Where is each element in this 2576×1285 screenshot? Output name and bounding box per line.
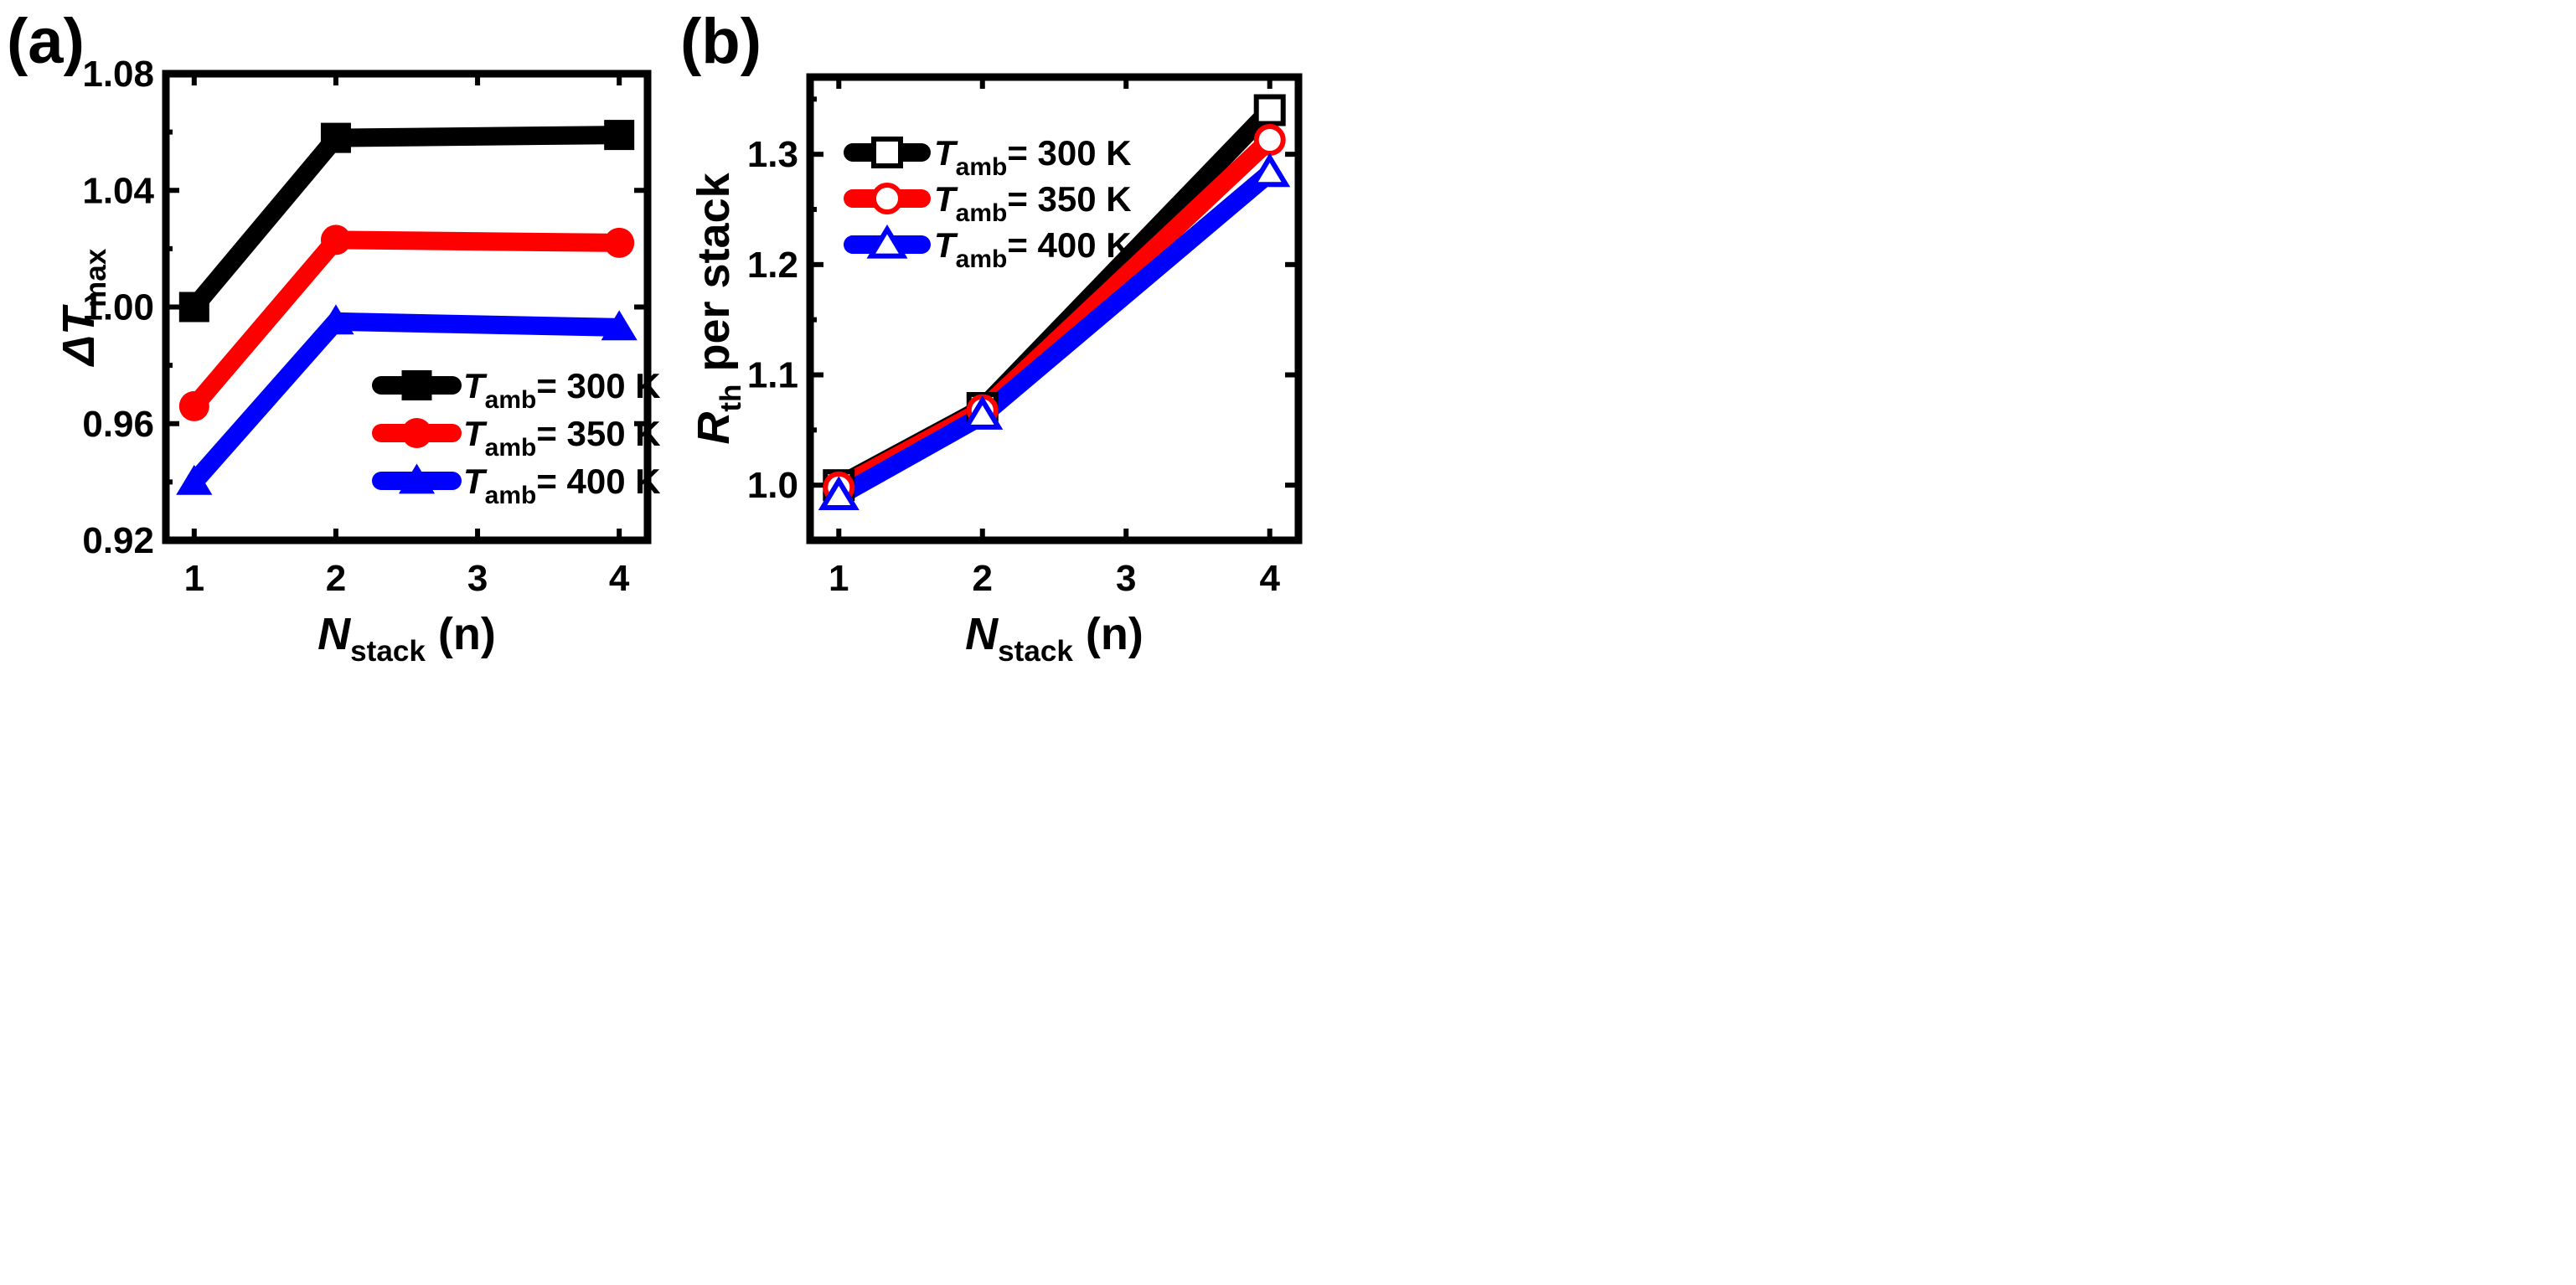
series-line-0: [187, 126, 620, 313]
legend-entry-0: Tamb= 300 K: [463, 366, 661, 414]
x-tick-label: 4: [1259, 558, 1280, 599]
legend-T: T: [934, 225, 958, 265]
y-tick-label: 1.3: [747, 134, 798, 175]
data-point-2-2: [601, 310, 638, 341]
data-point-1-1: [320, 224, 351, 255]
y-tick-label: 1.00: [82, 287, 154, 328]
legend-T: T: [463, 462, 488, 501]
data-point-0-1: [320, 122, 351, 153]
data-point-2-0: [176, 464, 213, 495]
legend-marker-2: [866, 224, 908, 259]
panel-a: (a) 1 2 3 4 0.92 0.96 1.00 1.04 1.08 Nstack (n) ΔTm…: [7, 6, 661, 668]
x-tick-label: 3: [467, 558, 488, 599]
legend-sub: amb: [956, 153, 1008, 181]
legend-marker-2: [398, 463, 436, 494]
legend-T: T: [463, 414, 488, 453]
legend-marker-0: [401, 370, 432, 400]
data-point-1-2: [1253, 124, 1286, 157]
y-tick-label: 1.08: [82, 54, 154, 95]
legend-T: T: [934, 133, 958, 173]
y-axis-label-sub: th: [715, 384, 747, 412]
y-tick-label: 0.92: [82, 520, 154, 561]
x-axis-label-main: N: [317, 609, 351, 659]
legend-entry-2: Tamb= 400 K: [934, 225, 1132, 273]
y-tick-label: 1.1: [747, 355, 798, 396]
legend-value: = 350 K: [536, 414, 660, 453]
legend-sub: amb: [485, 386, 537, 414]
legend-T: T: [463, 366, 488, 405]
data-point-2-1: [317, 304, 354, 335]
data-point-1-2: [604, 227, 635, 258]
legend-sub: amb: [956, 245, 1008, 273]
data-point-0-2: [604, 120, 635, 151]
legend-marker-1: [401, 418, 432, 448]
x-tick-label: 1: [829, 558, 849, 599]
y-axis-label: ΔTmax: [54, 248, 112, 367]
x-axis-label-rest: (n): [1073, 609, 1143, 659]
x-axis-label: Nstack (n): [965, 609, 1143, 668]
data-point-0-2: [1253, 94, 1286, 126]
y-axis-label-main: R: [689, 412, 739, 445]
legend-entry-1: Tamb= 350 K: [934, 179, 1132, 227]
legend-entry-2: Tamb= 400 K: [463, 462, 661, 509]
x-axis-label-main: N: [965, 609, 999, 659]
y-axis-label-main: ΔT: [54, 304, 104, 367]
legend-value: = 300 K: [1007, 133, 1131, 173]
legend-value: = 350 K: [1007, 179, 1131, 219]
legend-entry-1: Tamb= 350 K: [463, 414, 661, 462]
y-tick-label: 1.04: [82, 170, 154, 211]
panel-label: (a): [7, 6, 85, 77]
data-point-0-0: [178, 292, 209, 323]
legend-entry-0: Tamb= 300 K: [934, 133, 1132, 181]
plot-frame: [806, 73, 1303, 544]
data-point-2-2: [1249, 152, 1291, 188]
y-axis-label-rest: per stack: [689, 172, 739, 384]
x-axis-label-rest: (n): [426, 609, 496, 659]
legend-value: = 400 K: [536, 462, 660, 501]
legend-marker-0: [871, 137, 903, 168]
legend-value: = 400 K: [1007, 225, 1131, 265]
x-axis-label: Nstack (n): [317, 609, 496, 668]
legend-marker-1: [871, 183, 903, 214]
y-tick-label: 1.0: [747, 465, 798, 506]
x-tick-label: 4: [609, 558, 630, 599]
legend-sub: amb: [956, 199, 1008, 227]
data-point-2-1: [962, 395, 1004, 430]
panel-label: (b): [680, 6, 761, 77]
x-tick-label: 3: [1116, 558, 1136, 599]
legend-sub: amb: [485, 482, 537, 509]
x-axis-label-sub: stack: [350, 635, 426, 668]
y-axis-label: Rth per stack: [689, 172, 747, 444]
y-tick-label: 1.2: [747, 245, 798, 286]
x-axis-label-sub: stack: [998, 635, 1073, 668]
panel-b: (b) 1 2 3 4 1.0 1.1 1.2 1.3 Nstack (n) Rth per sta…: [680, 6, 1303, 668]
legend-value: = 300 K: [536, 366, 660, 405]
legend-T: T: [934, 179, 958, 219]
legend-sub: amb: [485, 434, 537, 462]
data-point-1-0: [178, 390, 209, 421]
data-point-2-0: [818, 476, 860, 511]
x-tick-label: 2: [973, 558, 993, 599]
x-tick-label: 2: [326, 558, 346, 599]
x-tick-label: 1: [184, 558, 204, 599]
y-axis-label-sub: max: [80, 248, 112, 307]
y-tick-label: 0.96: [82, 404, 154, 445]
